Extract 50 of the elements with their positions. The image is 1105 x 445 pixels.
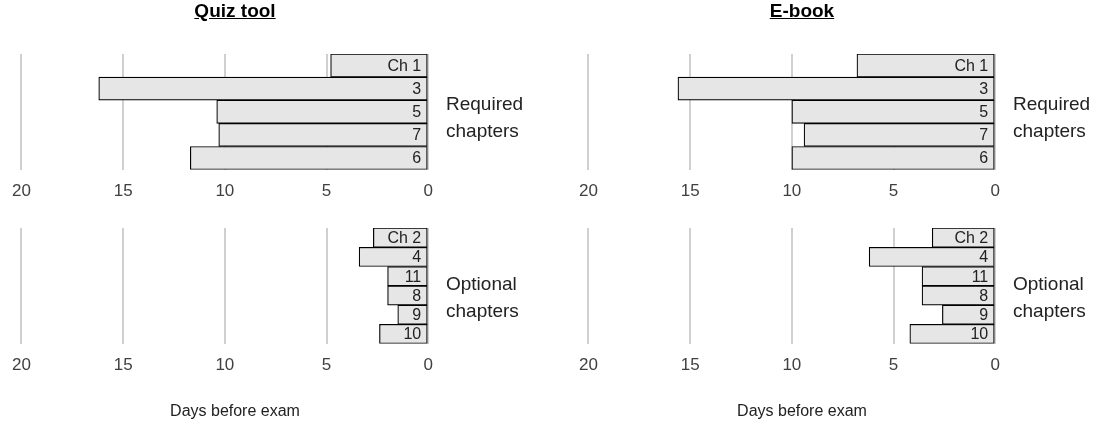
x-tick-label: 5 <box>888 355 899 375</box>
y-tick-label: Ch 1 <box>954 56 989 74</box>
x-tick-label: 10 <box>782 181 802 201</box>
y-tick-label: 6 <box>412 149 422 167</box>
x-tick-label: 10 <box>215 181 235 201</box>
y-axis-title: Required chapters <box>446 92 525 143</box>
y-tick-label: 9 <box>979 306 989 324</box>
chart-title: Quiz tool <box>193 0 277 22</box>
x-tick-label: 20 <box>11 181 31 201</box>
x-tick-label: 10 <box>215 355 235 375</box>
y-tick-label: 9 <box>412 306 422 324</box>
x-tick-label: 5 <box>888 181 899 201</box>
x-axis-title: Days before exam <box>169 402 301 420</box>
y-tick-label: 5 <box>979 103 989 121</box>
x-tick-label: 0 <box>990 181 1001 201</box>
x-axis-title: Days before exam <box>736 402 868 420</box>
y-tick-label: Ch 2 <box>387 229 422 247</box>
y-axis-title: Optional chapters <box>446 272 520 323</box>
chart-title: E-book <box>768 0 836 22</box>
y-axis-title: Optional chapters <box>1013 272 1087 323</box>
y-tick-label: 3 <box>979 80 989 98</box>
x-tick-label: 15 <box>680 355 700 375</box>
y-tick-label: Ch 2 <box>954 229 989 247</box>
y-tick-label: 5 <box>412 103 422 121</box>
y-tick-label: 11 <box>404 267 422 285</box>
x-tick-label: 0 <box>423 355 434 375</box>
y-tick-label: 11 <box>971 267 989 285</box>
y-axis-title: Required chapters <box>1013 92 1092 143</box>
x-tick-label: 5 <box>321 181 332 201</box>
y-tick-label: 10 <box>403 325 422 343</box>
y-tick-label: 4 <box>979 248 989 266</box>
x-tick-label: 20 <box>578 355 598 375</box>
y-tick-label: 7 <box>979 126 989 144</box>
x-tick-label: 15 <box>113 355 133 375</box>
x-tick-label: 20 <box>578 181 598 201</box>
x-tick-label: 0 <box>423 181 434 201</box>
x-tick-label: 20 <box>11 355 31 375</box>
x-tick-label: 0 <box>990 355 1001 375</box>
y-tick-label: 8 <box>979 286 989 304</box>
y-tick-label: 6 <box>979 149 989 167</box>
y-tick-label: 4 <box>412 248 422 266</box>
y-tick-label: 8 <box>412 286 422 304</box>
x-tick-label: 15 <box>680 181 700 201</box>
y-tick-label: 7 <box>412 126 422 144</box>
x-tick-label: 10 <box>782 355 802 375</box>
x-tick-label: 15 <box>113 181 133 201</box>
y-tick-label: 10 <box>970 325 989 343</box>
x-tick-label: 5 <box>321 355 332 375</box>
y-tick-label: 3 <box>412 80 422 98</box>
y-tick-label: Ch 1 <box>387 56 422 74</box>
